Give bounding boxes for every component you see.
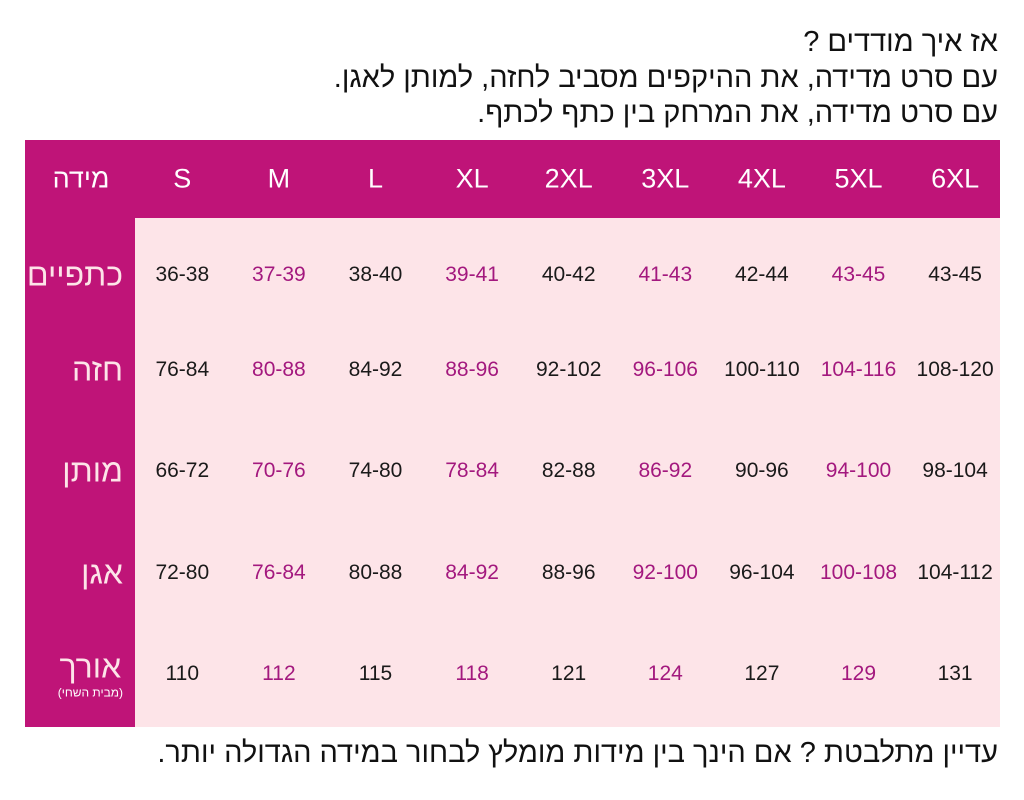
size-value: 100-110	[724, 358, 800, 381]
header-row	[25, 140, 1000, 218]
row-label: חזה	[72, 352, 123, 389]
size-value: 92-100	[632, 561, 698, 584]
size-value: 92-102	[535, 358, 602, 381]
size-value: 94-100	[825, 459, 892, 482]
row-label: כתפיים	[27, 257, 123, 294]
row-label-text: חזה	[71, 351, 123, 388]
size-value: 86-92	[638, 459, 693, 482]
size-value: 70-76	[252, 459, 306, 482]
size-value: 36-38	[155, 263, 210, 286]
size-value: 121	[551, 662, 587, 685]
size-value: 66-72	[155, 459, 210, 482]
size-value: 131	[937, 662, 973, 685]
size-value: 39-41	[445, 263, 499, 286]
row-label-text: אגן	[81, 554, 123, 591]
row-label: מותן	[62, 453, 123, 490]
size-value: 96-104	[729, 561, 795, 584]
intro-line: אז איך מודדים ?	[803, 26, 998, 58]
size-value: 124	[647, 662, 683, 685]
row-label: אורך (מבית השחי)	[58, 649, 123, 700]
size-value: 118	[455, 662, 489, 685]
size-value: 43-45	[831, 263, 886, 286]
size-value: 74-80	[348, 459, 403, 482]
size-value: 38-40	[348, 263, 403, 286]
size-value: 96-106	[632, 358, 698, 381]
size-value: 88-96	[541, 561, 596, 584]
size-value: 72-80	[155, 561, 210, 584]
size-header: S	[173, 163, 192, 194]
size-value: 78-84	[445, 459, 499, 482]
size-value: 127	[744, 662, 780, 685]
size-value: 84-92	[445, 561, 499, 584]
size-header: M	[267, 163, 291, 194]
intro-line: עם סרט מדידה, את ההיקפים מסביב לחזה, למו…	[333, 62, 998, 94]
size-value: 76-84	[252, 561, 306, 584]
size-value: 100-108	[819, 561, 898, 584]
size-table: מידה S M L XL 2XL 3XL 4XL 5XL 6XL כתפיים 36-38 37-3…	[25, 140, 1000, 727]
size-value: 104-116	[820, 358, 897, 381]
size-value: 84-92	[348, 358, 403, 381]
size-value: 129	[840, 662, 877, 685]
size-value: 115	[358, 662, 393, 685]
row-label-text: מותן	[62, 452, 123, 489]
size-value: 110	[165, 662, 200, 685]
footer-line: עדיין מתלבטת ? אם הינך בין מידות מומלץ ל…	[157, 737, 998, 769]
size-value: 112	[262, 662, 296, 685]
row-label: אגן	[81, 555, 123, 592]
size-header: 6XL	[931, 163, 980, 194]
corner-label: מידה	[52, 163, 110, 194]
size-value: 76-84	[155, 358, 210, 381]
size-header: XL	[455, 163, 489, 194]
row-sublabel: (מבית השחי)	[57, 685, 123, 700]
size-value: 42-44	[735, 263, 789, 286]
size-value: 37-39	[252, 263, 306, 286]
row-label-text: כתפיים	[26, 256, 123, 293]
size-value: 40-42	[541, 263, 596, 286]
size-header: 4XL	[737, 163, 786, 194]
size-value: 98-104	[922, 459, 988, 482]
size-value: 43-45	[928, 263, 982, 286]
size-value: 80-88	[252, 358, 306, 381]
size-header: 5XL	[834, 163, 883, 194]
size-value: 104-112	[917, 561, 993, 584]
size-value: 80-88	[348, 561, 403, 584]
size-header: L	[367, 163, 384, 194]
size-value: 82-88	[541, 459, 596, 482]
size-value: 88-96	[445, 358, 499, 381]
size-header: 3XL	[641, 163, 690, 194]
row-label-text: אורך	[59, 648, 122, 685]
size-value: 90-96	[735, 459, 789, 482]
size-value: 108-120	[916, 358, 994, 381]
intro-line: עם סרט מדידה, את המרחק בין כתף לכתף.	[477, 97, 998, 129]
label-column	[25, 218, 135, 727]
size-value: 41-43	[638, 263, 693, 286]
size-header: 2XL	[544, 163, 593, 194]
